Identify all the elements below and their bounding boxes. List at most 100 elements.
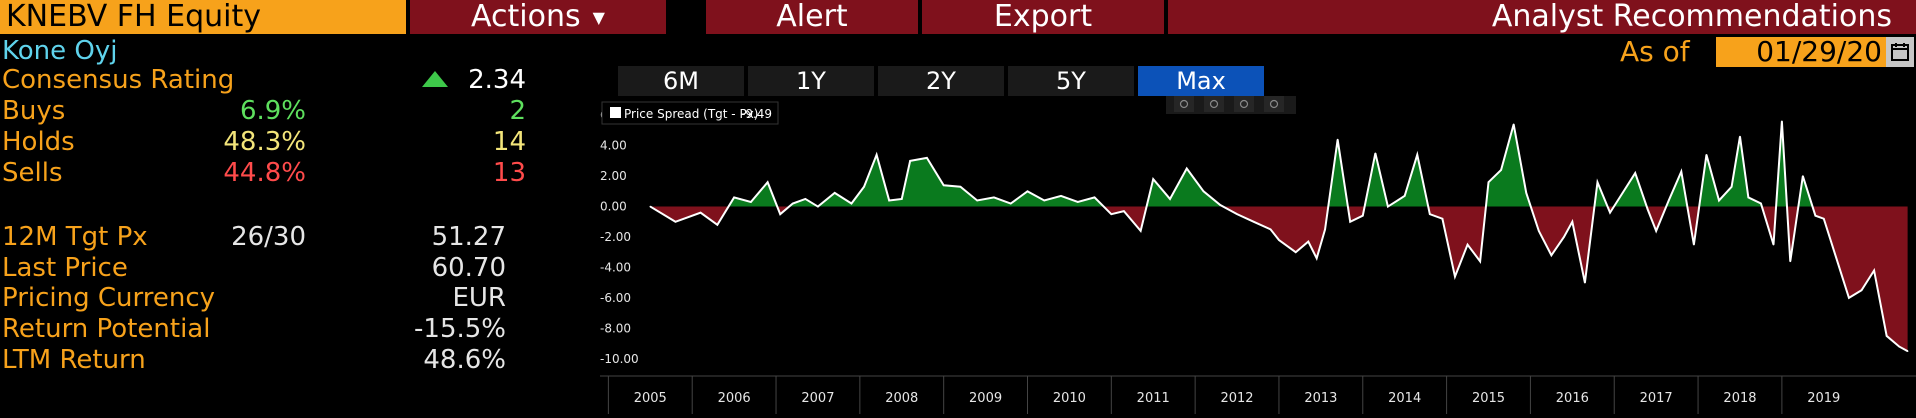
x-tick-label: 2013 [1304, 391, 1337, 406]
data-point [674, 220, 677, 223]
y-tick-label: -8.00 [600, 321, 631, 335]
tab-5y[interactable]: 5Y [1008, 66, 1136, 96]
data-point [909, 160, 911, 162]
actions-label: Actions [471, 0, 581, 34]
data-point [1043, 199, 1046, 202]
y-tick-label: 4.00 [600, 139, 627, 153]
y-tick-label: 2.00 [600, 169, 627, 183]
alert-button[interactable]: Alert [706, 0, 918, 34]
chart-background [600, 96, 1916, 414]
y-tick-label: -6.00 [600, 291, 631, 305]
rating-label: Sells [2, 158, 63, 188]
y-tick-label: 0.00 [600, 200, 627, 214]
y-tick-label: -10.00 [600, 352, 639, 366]
stat-row: Return Potential -15.5% [0, 314, 540, 344]
pencil-icon[interactable] [1204, 96, 1224, 112]
legend-swatch [610, 107, 621, 118]
data-point [1730, 185, 1733, 188]
as-of-date-field[interactable]: 01/29/20 [1716, 37, 1886, 67]
negative-area [650, 206, 1908, 352]
triangle-up-icon [420, 65, 450, 102]
rating-row-holds: Holds 48.3% 14 [0, 127, 540, 157]
tab-2y[interactable]: 2Y [878, 66, 1006, 96]
x-tick-label: 2015 [1472, 391, 1505, 406]
x-tick-label: 2019 [1807, 391, 1840, 406]
data-point [1760, 202, 1762, 205]
y-tick-label: -4.00 [600, 260, 631, 274]
data-point [850, 202, 853, 205]
data-point [926, 157, 928, 159]
ticker-field[interactable]: KNEBV FH Equity [0, 0, 406, 34]
data-point [1860, 289, 1863, 292]
data-point [649, 205, 652, 208]
data-point [1500, 169, 1502, 171]
data-point [1349, 220, 1352, 223]
data-point [1009, 202, 1012, 205]
data-point [1596, 181, 1599, 183]
legend-label: Price Spread (Tgt - Px) [624, 107, 758, 121]
stat-row: 12M Tgt Px 26/30 51.27 [0, 222, 540, 252]
x-tick-label: 2010 [1053, 391, 1086, 406]
data-point [1885, 335, 1888, 337]
actions-button[interactable]: Actions ▼ [410, 0, 666, 34]
table-icon[interactable] [1234, 96, 1254, 112]
data-point [993, 196, 995, 199]
stat-label: Last Price [2, 253, 128, 283]
export-button[interactable]: Export [922, 0, 1164, 34]
tab-1y[interactable]: 1Y [748, 66, 876, 96]
data-point [1324, 228, 1326, 231]
as-of-label: As of [1620, 35, 1690, 68]
legend-box [601, 101, 779, 125]
data-point [1538, 230, 1540, 232]
data-point [1403, 195, 1406, 197]
tab-max[interactable]: Max [1138, 66, 1266, 96]
zoom-icon[interactable] [1264, 96, 1284, 112]
rating-label: Holds [2, 127, 75, 157]
data-point [1236, 213, 1238, 215]
data-point [1269, 228, 1272, 231]
data-point [1584, 281, 1586, 284]
chart-svg: 6.004.002.000.00-2.00-4.00-6.00-8.00-10.… [600, 94, 1916, 414]
data-point [1026, 190, 1029, 193]
data-point [1307, 240, 1310, 243]
data-point [779, 213, 782, 215]
stat-value: 51.27 [431, 222, 506, 252]
calendar-button[interactable] [1886, 37, 1914, 67]
data-point [1139, 230, 1142, 232]
tab-6m[interactable]: 6M [618, 66, 746, 96]
stat-row: Pricing Currency EUR [0, 283, 540, 313]
data-point [900, 198, 903, 200]
data-point [1466, 243, 1469, 246]
data-point [1202, 190, 1205, 193]
x-tick-label: 2009 [969, 391, 1002, 406]
x-tick-label: 2008 [885, 391, 918, 406]
data-point [1646, 208, 1649, 211]
data-point [1898, 345, 1901, 348]
rating-count: 2 [509, 96, 526, 126]
data-point [1219, 204, 1222, 206]
data-point [1772, 243, 1775, 246]
consensus-value: 2.34 [468, 65, 526, 95]
screen-title: Analyst Recommendations [1168, 0, 1916, 34]
x-tick-label: 2018 [1723, 391, 1756, 406]
data-point [1571, 220, 1574, 223]
data-point [1169, 198, 1171, 200]
chart-toolbar-bg [1166, 94, 1296, 114]
x-tick-label: 2006 [718, 391, 751, 406]
rating-label: Buys [2, 96, 66, 126]
x-tick-label: 2017 [1640, 391, 1673, 406]
crosshair-icon[interactable] [1174, 96, 1194, 112]
data-point [1873, 269, 1875, 272]
data-point [1429, 213, 1431, 215]
data-point [1705, 154, 1708, 156]
rating-row-buys: Buys 6.9% 2 [0, 96, 540, 126]
x-tick-label: 2012 [1220, 391, 1253, 406]
stat-row: LTM Return 48.6% [0, 345, 540, 375]
x-tick-label: 2016 [1556, 391, 1589, 406]
stat-value: 60.70 [431, 253, 506, 283]
data-point [1315, 257, 1318, 260]
data-point [1667, 199, 1670, 202]
legend-value: -9.49 [741, 107, 772, 121]
data-point [733, 196, 735, 199]
data-point [817, 205, 819, 208]
